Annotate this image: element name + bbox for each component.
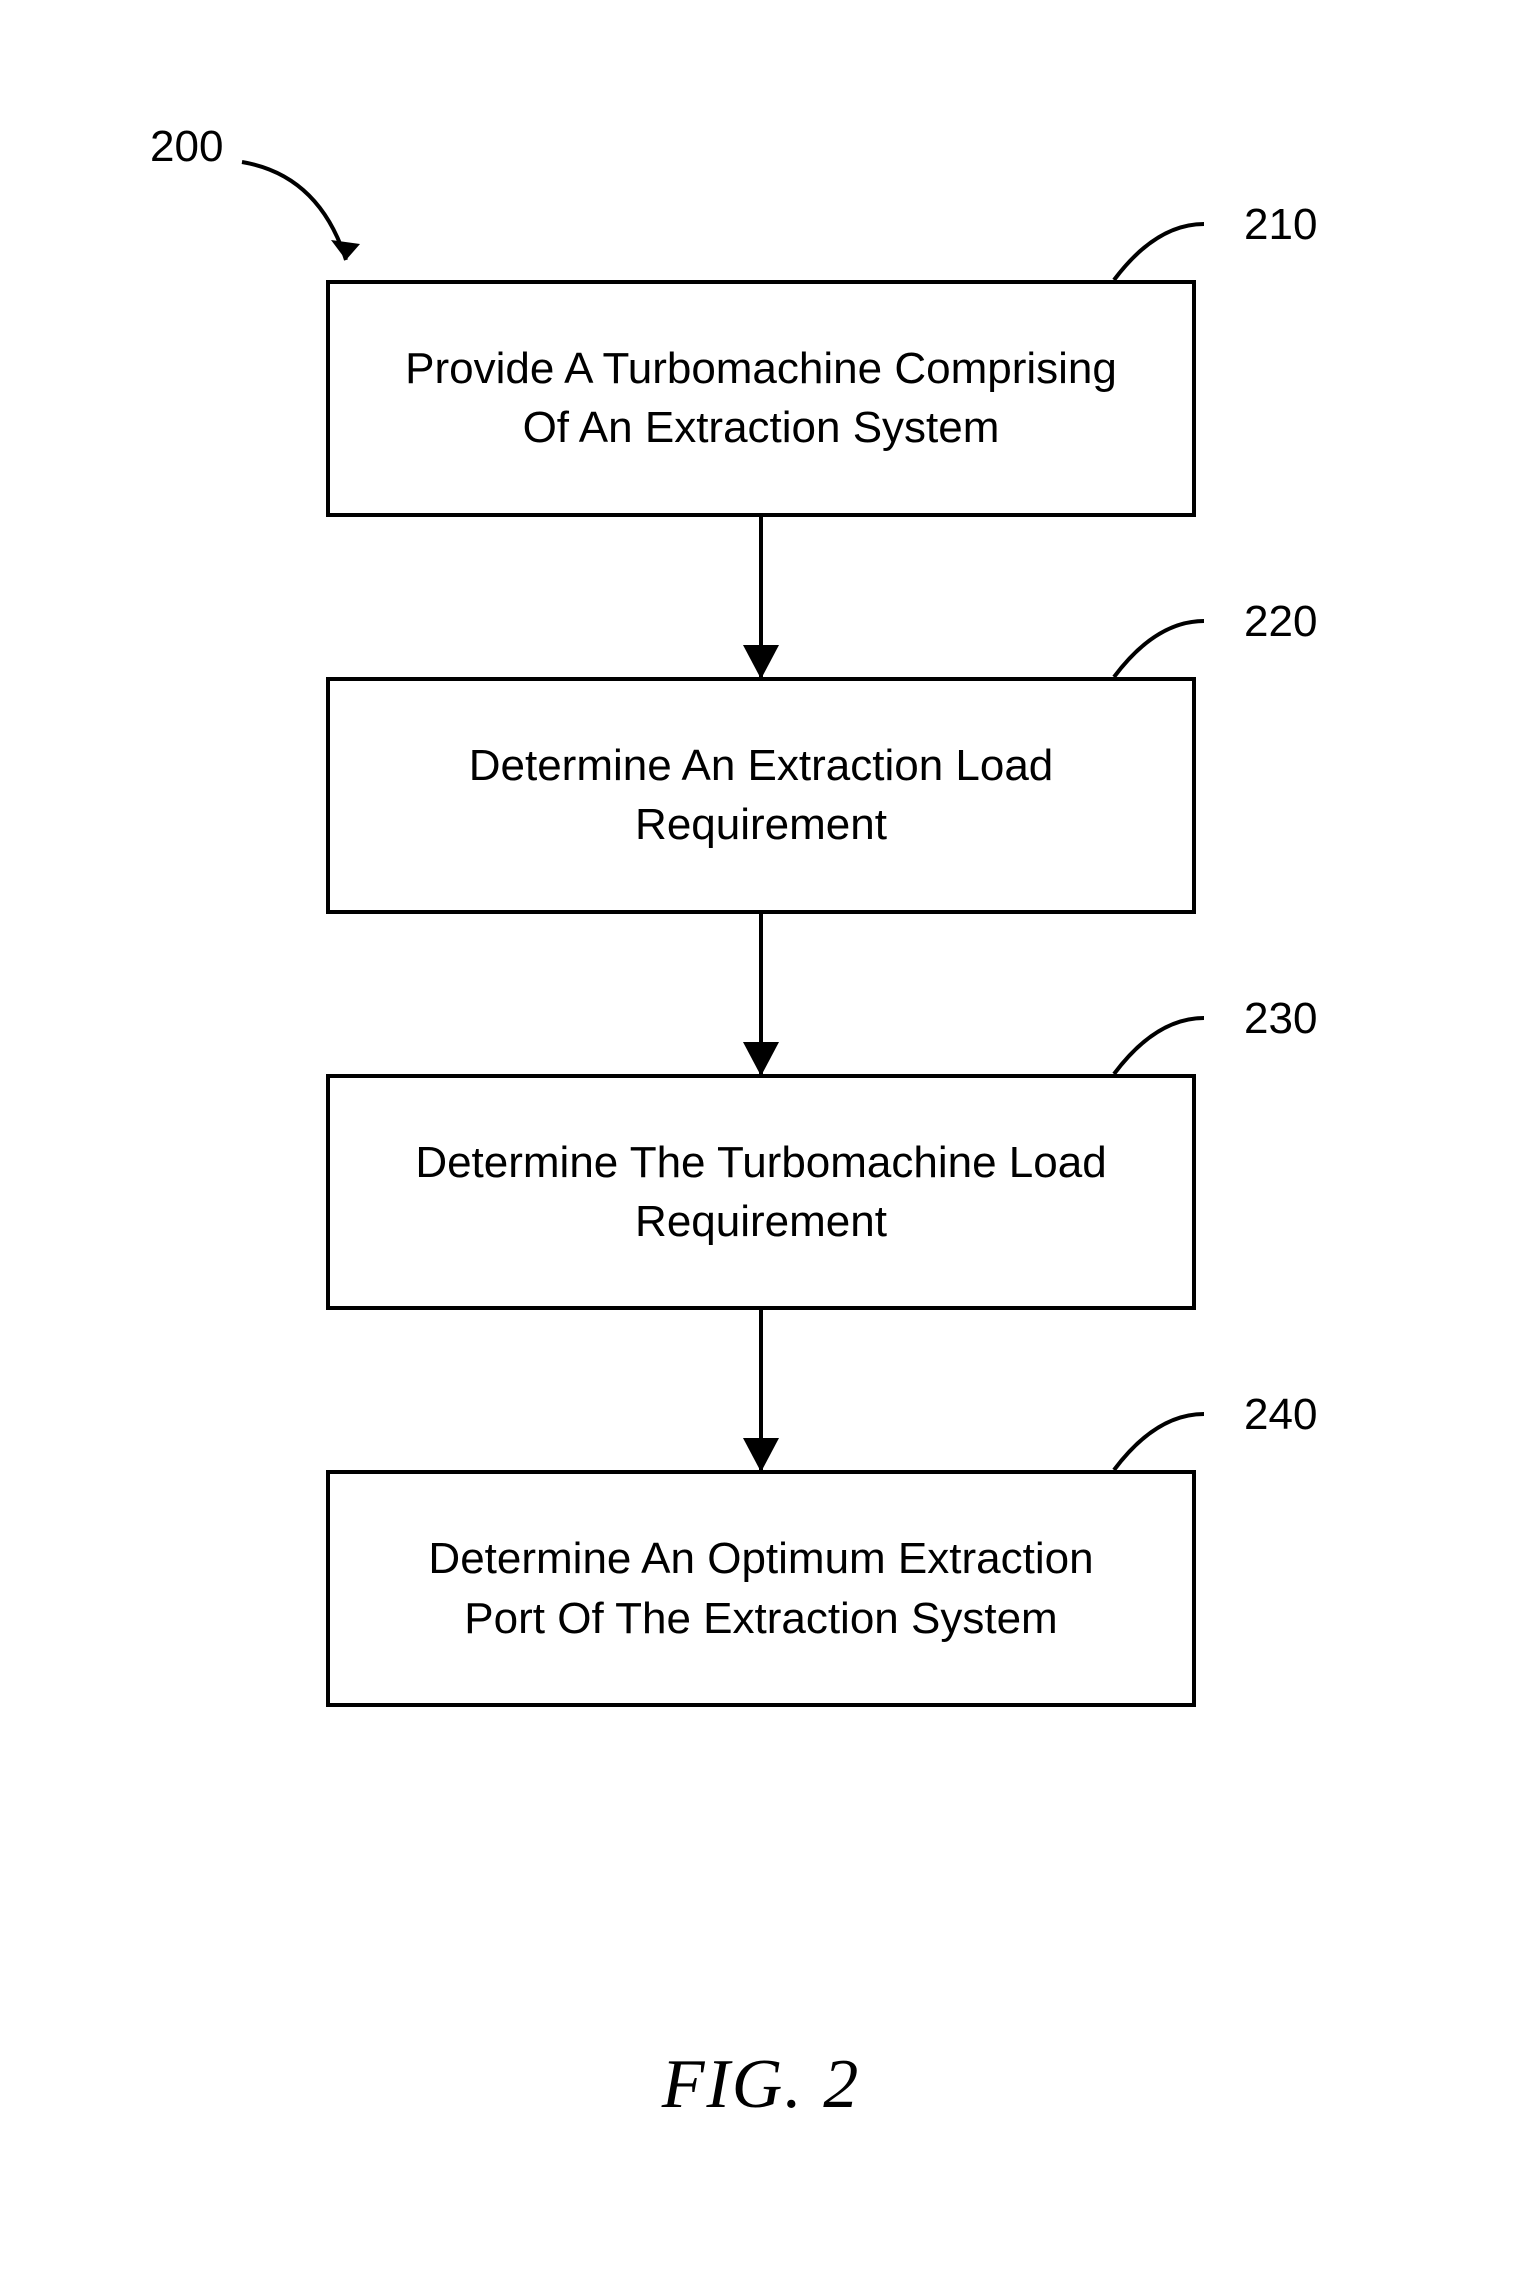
flow-arrow (759, 517, 763, 677)
diagram-ref-label: 200 (150, 122, 223, 172)
step-wrapper: 240 Determine An Optimum Extraction Port… (326, 1470, 1196, 1707)
figure-caption: FIG. 2 (662, 2045, 861, 2125)
flowchart-step: Determine An Extraction Load Requirement (326, 677, 1196, 914)
step-ref-label: 230 (1244, 994, 1317, 1044)
step-text: Provide A Turbomachine Comprising Of An … (405, 344, 1117, 452)
step-ref-label: 220 (1244, 597, 1317, 647)
step-ref-label: 240 (1244, 1390, 1317, 1440)
step-wrapper: 230 Determine The Turbomachine Load Requ… (326, 1074, 1196, 1311)
step-wrapper: 220 Determine An Extraction Load Require… (326, 677, 1196, 914)
flowchart: 210 Provide A Turbomachine Comprising Of… (326, 280, 1196, 1707)
step-ref-leader (1096, 611, 1236, 691)
step-ref-leader (1096, 1008, 1236, 1088)
flowchart-step: Provide A Turbomachine Comprising Of An … (326, 280, 1196, 517)
step-ref-label: 210 (1244, 200, 1317, 250)
step-text: Determine An Optimum Extraction Port Of … (428, 1534, 1093, 1642)
step-wrapper: 210 Provide A Turbomachine Comprising Of… (326, 280, 1196, 517)
flow-arrow (759, 914, 763, 1074)
step-text: Determine An Extraction Load Requirement (469, 741, 1054, 849)
step-text: Determine The Turbomachine Load Requirem… (415, 1138, 1106, 1246)
step-ref-leader (1096, 1404, 1236, 1484)
flowchart-step: Determine The Turbomachine Load Requirem… (326, 1074, 1196, 1311)
flowchart-step: Determine An Optimum Extraction Port Of … (326, 1470, 1196, 1707)
step-ref-leader (1096, 214, 1236, 294)
flow-arrow (759, 1310, 763, 1470)
